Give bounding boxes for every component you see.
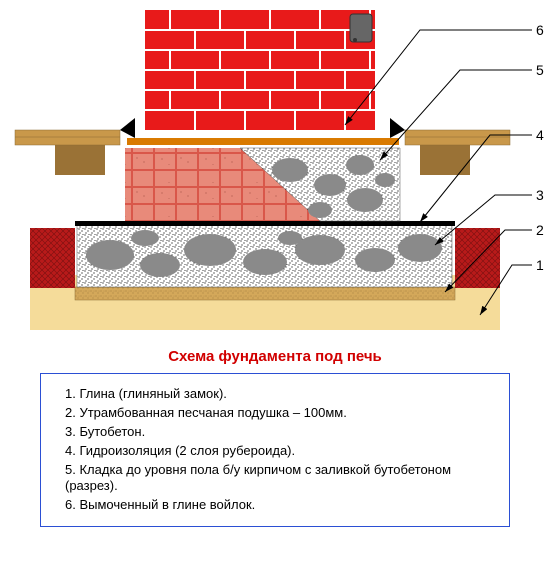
legend-list: Глина (глиняный замок). Утрамбованная пе…	[57, 386, 493, 514]
legend-item-5: Кладка до уровня пола б/у кирпичом с зал…	[65, 462, 493, 496]
diagram-svg	[0, 0, 550, 340]
legend-box: Глина (глиняный замок). Утрамбованная пе…	[40, 373, 510, 527]
label-1: 1	[536, 257, 544, 273]
label-6: 6	[536, 22, 544, 38]
legend-item-4: Гидроизоляция (2 слоя рубероида).	[65, 443, 493, 460]
label-5: 5	[536, 62, 544, 78]
label-2: 2	[536, 222, 544, 238]
legend-item-1: Глина (глиняный замок).	[65, 386, 493, 403]
floor-left	[15, 130, 120, 145]
label-3: 3	[536, 187, 544, 203]
legend-item-2: Утрамбованная песчаная подушка – 100мм.	[65, 405, 493, 422]
stove-brick	[145, 10, 375, 130]
layer-felt	[127, 138, 399, 145]
clay-lock-left	[30, 228, 75, 288]
floor-right	[405, 130, 510, 145]
floor-support-right	[420, 145, 470, 175]
layer-brick-used	[125, 148, 400, 221]
layer-sand	[75, 287, 455, 300]
layer-waterproof	[75, 221, 455, 226]
legend-item-6: Вымоченный в глине войлок.	[65, 497, 493, 514]
diagram-title: Схема фундамента под печь	[0, 348, 550, 365]
foundation-diagram: 6 5 4 3 2 1	[0, 0, 550, 340]
floor-support-left	[55, 145, 105, 175]
label-4: 4	[536, 127, 544, 143]
legend-item-3: Бутобетон.	[65, 424, 493, 441]
